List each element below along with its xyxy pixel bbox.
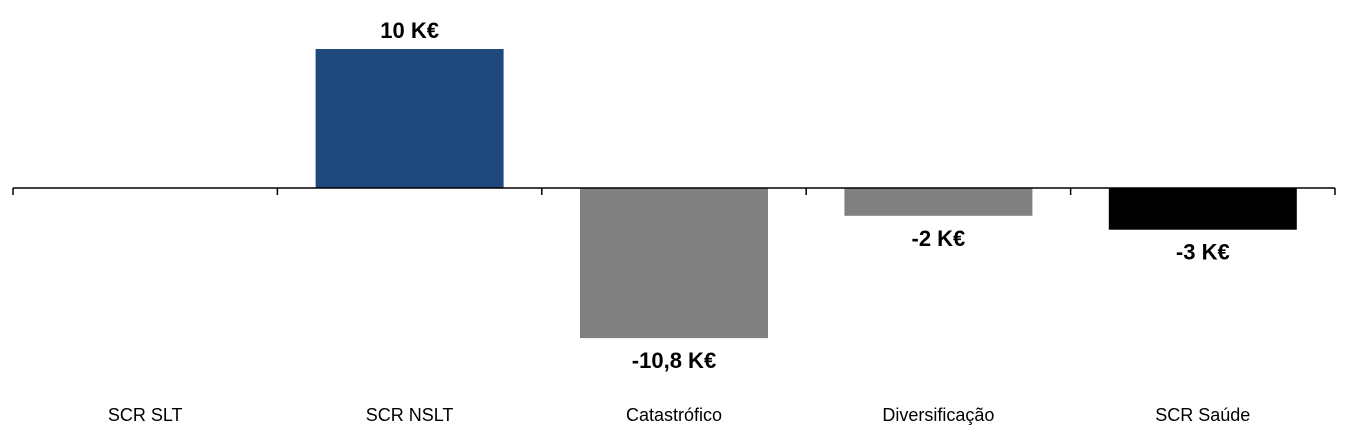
bar-scr-saude (1108, 188, 1297, 230)
data-labels-group: 10 K€ -10,8 K€ -2 K€ -3 K€ (380, 18, 1229, 373)
category-label-scr-slt: SCR SLT (108, 405, 183, 425)
data-label-scr-saude: -3 K€ (1176, 240, 1230, 265)
bar-catastrofico (580, 188, 768, 339)
data-label-scr-nslt: 10 K€ (380, 18, 439, 43)
bar-scr-nslt (315, 49, 504, 188)
x-axis (12, 187, 1336, 195)
category-label-scr-saude: SCR Saúde (1155, 405, 1250, 425)
category-label-catastrofico: Catastrófico (626, 405, 722, 425)
bar-diversificacao (844, 188, 1033, 216)
data-label-diversificacao: -2 K€ (912, 226, 966, 251)
category-labels-group: SCR SLT SCR NSLT Catastrófico Diversificaçã… (108, 405, 1250, 425)
data-label-catastrofico: -10,8 K€ (632, 348, 716, 373)
category-label-diversificacao: Diversificação (882, 405, 994, 425)
category-label-scr-nslt: SCR NSLT (366, 405, 454, 425)
bars-group (315, 49, 1297, 339)
